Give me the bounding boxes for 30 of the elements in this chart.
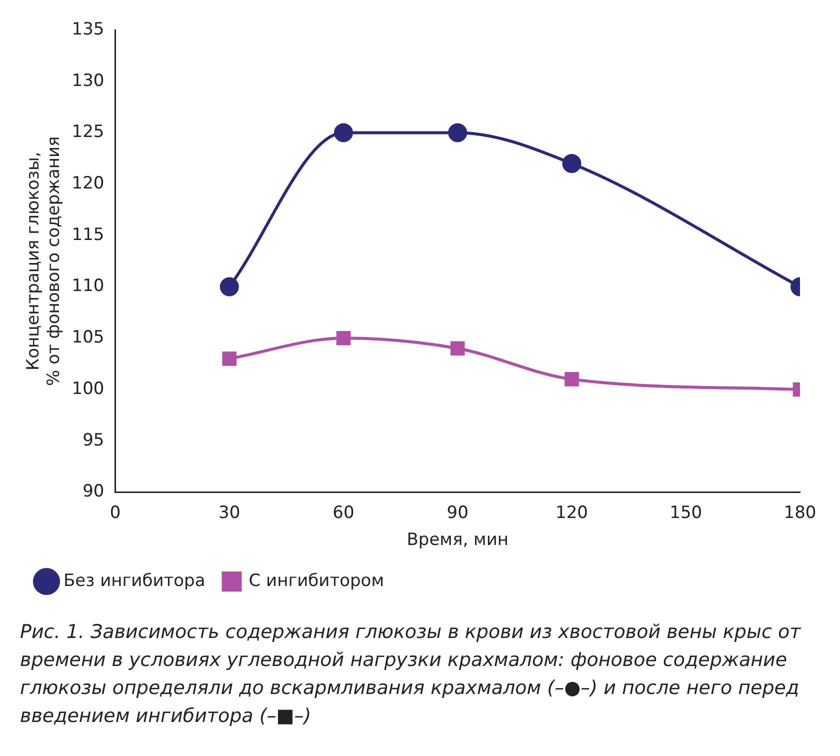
y-tick-label: 90 — [82, 482, 104, 502]
x-tick-label: 0 — [110, 502, 121, 523]
y-tick-label: 95 — [82, 430, 104, 450]
point — [564, 372, 579, 386]
x-tick-label: 90 — [446, 502, 468, 523]
legend-label: Без ингибитора — [64, 570, 206, 591]
y-tick-label: 135 — [72, 19, 104, 40]
point — [336, 330, 351, 346]
legend-label: С ингибитором — [248, 570, 384, 591]
x-tick-label: 180 — [784, 502, 816, 523]
point — [448, 123, 468, 142]
x-tick-label: 60 — [332, 502, 354, 523]
y-tick-label: 125 — [72, 122, 104, 142]
x-tick-label: 120 — [556, 502, 588, 523]
y-tick-label: 110 — [72, 276, 104, 296]
point — [222, 352, 237, 366]
y-tick-label: 120 — [72, 173, 104, 194]
y-tick-label: 130 — [72, 70, 104, 91]
text: Рис. 1. Зависимость содержания глюкозы в крови из хвостовой вены крыс от времени в условиях углеводной нагрузки крахмалом: фоновое содержание глюкозы определяли до вскармливания крахмалом (–●–) и после него перед введением ингибитора (–■–) — [20, 620, 802, 729]
y-tick-label: 105 — [72, 328, 104, 348]
point — [450, 341, 465, 356]
y-tick-label: 100 — [72, 378, 104, 399]
y-axis-title: Концентрация глюкозы, % от фонового содержания — [24, 136, 64, 386]
point — [220, 277, 239, 296]
x-tick-label: 150 — [670, 502, 702, 523]
y-tick-label: 115 — [72, 224, 104, 245]
x-tick-label: 30 — [218, 502, 240, 523]
point — [334, 123, 353, 142]
point — [562, 154, 582, 174]
x-axis-title: Время, мин — [406, 530, 509, 550]
